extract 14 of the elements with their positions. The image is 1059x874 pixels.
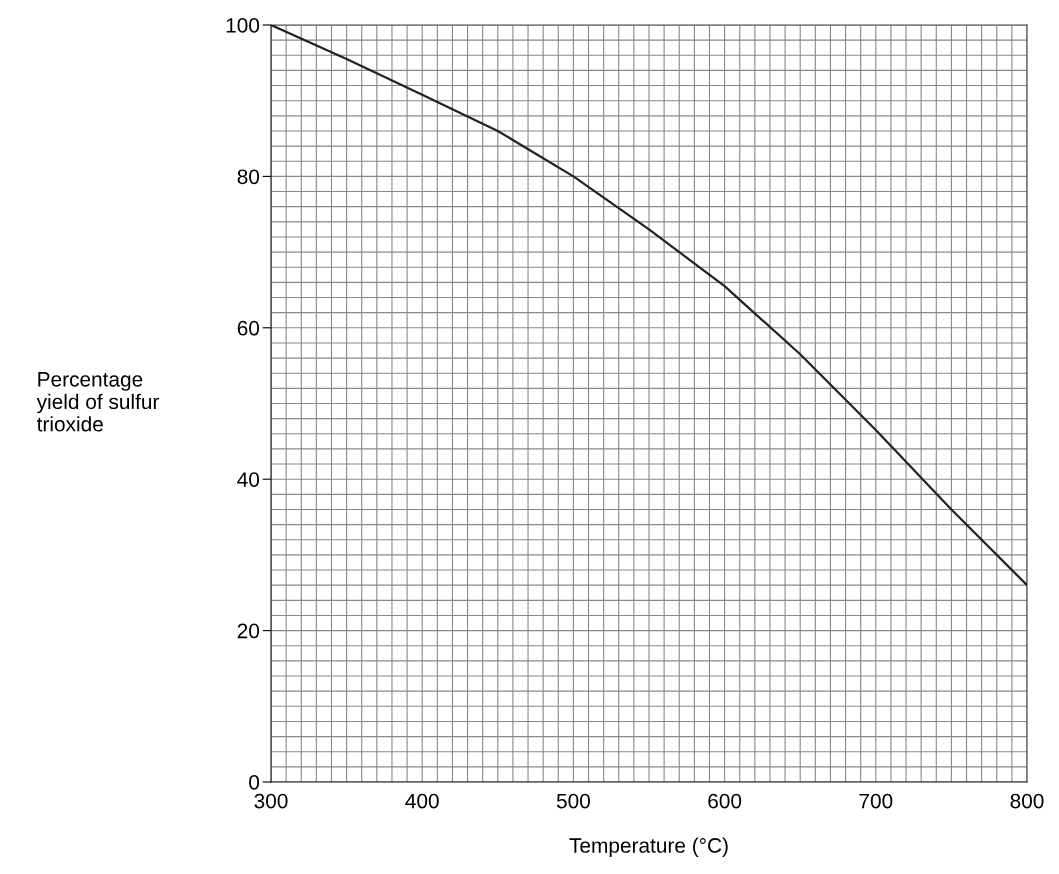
x-tick-label: 400: [405, 793, 439, 809]
y-tick-label: 100: [226, 18, 260, 33]
y-axis-title: Percentage yield of sulfur trioxide: [36, 372, 160, 432]
x-tick-label: 500: [556, 793, 590, 809]
y-tick-label: 60: [237, 320, 260, 336]
y-tick-label: 0: [249, 775, 260, 790]
y-tick-label: 80: [237, 169, 260, 185]
y-tick-label: 20: [237, 623, 260, 639]
y-tick-label: 40: [237, 472, 260, 487]
x-tick-label: 700: [859, 793, 893, 809]
x-axis-title: Temperature (°C): [569, 837, 728, 857]
x-tick-label: 300: [254, 793, 288, 809]
x-tick-label: 800: [1010, 793, 1044, 809]
x-tick-label: 600: [708, 793, 742, 809]
